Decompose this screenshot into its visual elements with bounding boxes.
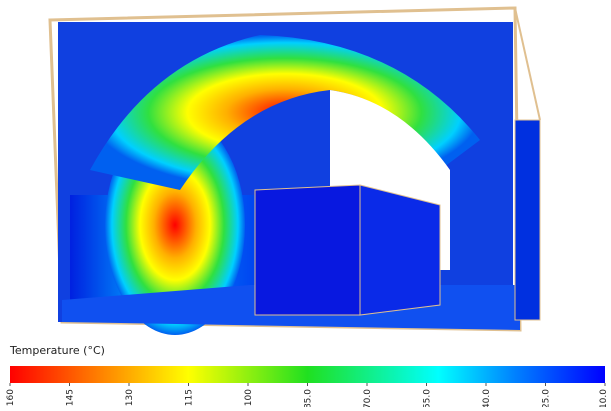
side-panel — [515, 120, 540, 320]
tick-label: 85.0 — [304, 389, 314, 407]
cube-front — [255, 185, 360, 315]
tick-label: 160 — [6, 389, 16, 406]
tick-label: 100 — [244, 389, 254, 406]
tick-label: 10.0 — [599, 389, 609, 407]
screen: Temperature (°C) 160 145 130 115 100 85.0 70.0… — [0, 0, 611, 407]
tick-label: 70.0 — [363, 389, 373, 407]
frame-edge — [515, 8, 540, 120]
colorbar-ticks: 160 145 130 115 100 85.0 70.0 55.0 40.0 25.0 10.0 — [6, 383, 609, 407]
tick-label: 145 — [66, 389, 76, 406]
tick-label: 55.0 — [423, 389, 433, 407]
tick-label: 25.0 — [542, 389, 552, 407]
cube-side — [360, 185, 440, 315]
colorbar — [10, 366, 605, 383]
tick-label: 40.0 — [482, 389, 492, 407]
tick-label: 130 — [125, 389, 135, 406]
scene — [50, 8, 540, 335]
tick-label: 115 — [185, 389, 195, 406]
colorbar-title: Temperature (°C) — [9, 344, 105, 357]
